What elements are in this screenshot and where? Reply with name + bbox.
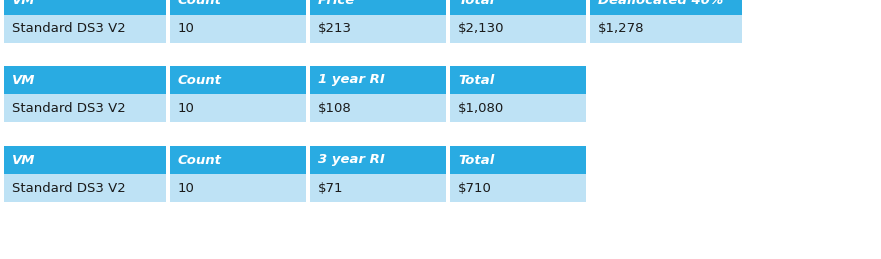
Text: VM: VM: [12, 154, 35, 167]
Bar: [170, 146, 306, 174]
Bar: [450, 146, 586, 174]
Text: Total: Total: [458, 0, 494, 8]
Bar: [170, 15, 306, 43]
Text: 1 year RI: 1 year RI: [318, 74, 385, 87]
Text: Total: Total: [458, 74, 494, 87]
Bar: [4, 94, 166, 122]
Bar: [170, 94, 306, 122]
Bar: [310, 0, 446, 15]
Bar: [4, 66, 166, 94]
Text: 3 year RI: 3 year RI: [318, 154, 385, 167]
Bar: [4, 146, 166, 174]
Bar: [450, 15, 586, 43]
Text: $71: $71: [318, 182, 344, 195]
Bar: [170, 0, 306, 15]
Text: Count: Count: [178, 154, 222, 167]
Bar: [170, 66, 306, 94]
Text: 10: 10: [178, 182, 195, 195]
Bar: [450, 94, 586, 122]
Text: VM: VM: [12, 0, 35, 8]
Bar: [450, 174, 586, 202]
Text: VM: VM: [12, 74, 35, 87]
Bar: [4, 174, 166, 202]
Text: Standard DS3 V2: Standard DS3 V2: [12, 182, 126, 195]
Bar: [310, 66, 446, 94]
Text: Deallocated 40%: Deallocated 40%: [598, 0, 723, 8]
Bar: [450, 66, 586, 94]
Bar: [170, 174, 306, 202]
Bar: [310, 15, 446, 43]
Text: $1,080: $1,080: [458, 102, 504, 114]
Bar: [310, 94, 446, 122]
Text: Total: Total: [458, 154, 494, 167]
Text: Standard DS3 V2: Standard DS3 V2: [12, 23, 126, 35]
Text: $213: $213: [318, 23, 352, 35]
Text: $108: $108: [318, 102, 352, 114]
Text: Count: Count: [178, 74, 222, 87]
Text: $710: $710: [458, 182, 492, 195]
Bar: [4, 15, 166, 43]
Text: $1,278: $1,278: [598, 23, 645, 35]
Bar: [590, 0, 742, 15]
Text: 10: 10: [178, 23, 195, 35]
Bar: [310, 174, 446, 202]
Bar: [590, 15, 742, 43]
Bar: [4, 0, 166, 15]
Text: Standard DS3 V2: Standard DS3 V2: [12, 102, 126, 114]
Text: Price: Price: [318, 0, 355, 8]
Bar: [450, 0, 586, 15]
Text: $2,130: $2,130: [458, 23, 505, 35]
Text: Count: Count: [178, 0, 222, 8]
Text: 10: 10: [178, 102, 195, 114]
Bar: [310, 146, 446, 174]
